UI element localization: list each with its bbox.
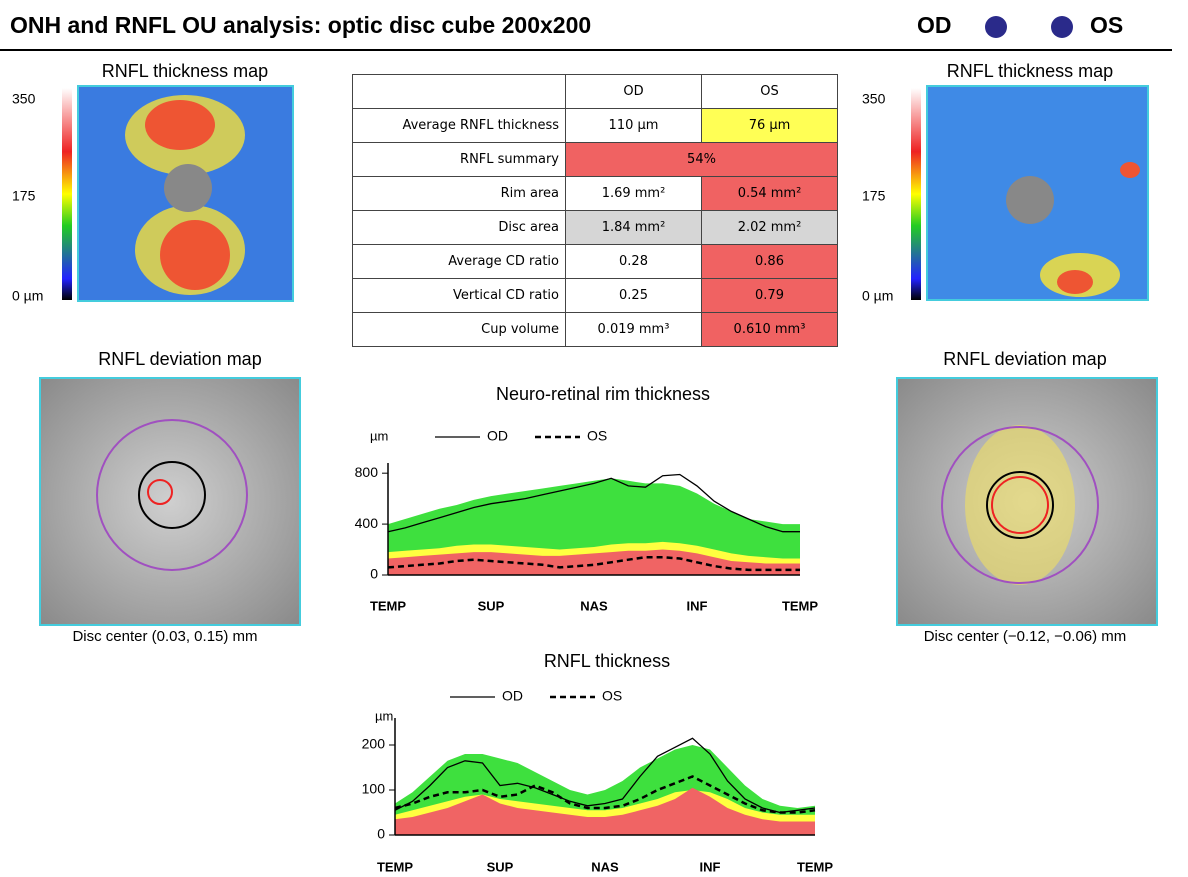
y-axis-label: µm — [375, 708, 393, 723]
map-title: RNFL thickness map — [947, 61, 1113, 81]
column-header: OS — [702, 75, 838, 109]
od-cell: 0.019 mm³ — [566, 313, 702, 347]
scale-label: 350 — [12, 91, 36, 107]
y-axis-label: µm — [370, 428, 388, 443]
disc-center: Disc center (0.03, 0.15) mm — [72, 628, 257, 645]
od-label: OD — [917, 12, 952, 38]
deviation-region — [965, 425, 1075, 585]
os-cell: 0.610 mm³ — [702, 313, 838, 347]
y-tick-label: 200 — [362, 736, 386, 752]
y-tick-label: 400 — [355, 515, 379, 531]
y-tick-label: 0 — [370, 566, 378, 582]
y-tick-label: 0 — [377, 826, 385, 842]
empty-cell — [353, 75, 566, 109]
scale-label: 175 — [12, 188, 36, 204]
x-tick-label: SUP — [487, 859, 514, 874]
os-dot — [1051, 16, 1073, 38]
x-tick-label: TEMP — [782, 598, 818, 613]
color-bar — [911, 88, 921, 300]
summary-cell: 54% — [566, 143, 838, 177]
os-label: OS — [1090, 12, 1123, 38]
row-label: Rim area — [353, 177, 566, 211]
od-cell: 110 µm — [566, 109, 702, 143]
deviation-map — [897, 378, 1157, 625]
os-cell: 0.79 — [702, 279, 838, 313]
deviation-title: RNFL deviation map — [98, 349, 261, 369]
od-dot — [985, 16, 1007, 38]
legend-label: OS — [587, 428, 607, 444]
x-tick-label: TEMP — [797, 859, 833, 874]
y-tick-label: 800 — [355, 464, 379, 480]
od-cell: 1.69 mm² — [566, 177, 702, 211]
report-title: ONH and RNFL OU analysis: optic disc cub… — [10, 12, 591, 38]
od-cell: 0.28 — [566, 245, 702, 279]
os-cell: 0.86 — [702, 245, 838, 279]
x-tick-label: TEMP — [377, 859, 413, 874]
map-region — [1120, 162, 1140, 178]
scale-label: 350 — [862, 91, 886, 107]
od-cell: 1.84 mm² — [566, 211, 702, 245]
color-bar — [62, 88, 72, 300]
legend-label: OD — [502, 688, 523, 704]
thickness-map — [78, 86, 293, 301]
y-tick-label: 100 — [362, 781, 386, 797]
x-tick-label: SUP — [478, 598, 505, 613]
line-chart: RNFL thickness µm 0 100 200 TEMP SUP NAS INF TEMP… — [362, 651, 834, 875]
deviation-map — [40, 378, 300, 625]
row-label: Average CD ratio — [353, 245, 566, 279]
x-tick-label: INF — [700, 859, 721, 874]
line-chart: Neuro-retinal rim thickness µm 0 400 800 TEMP… — [355, 384, 819, 614]
scale-label: 175 — [862, 188, 886, 204]
x-tick-label: NAS — [580, 598, 608, 613]
disc-center: Disc center (−0.12, −0.06) mm — [924, 628, 1127, 645]
row-label: Cup volume — [353, 313, 566, 347]
thickness-map — [927, 86, 1148, 300]
fundus-image — [40, 378, 300, 625]
scale-label: 0 µm — [862, 288, 893, 304]
optic-disc — [1006, 176, 1054, 224]
legend-label: OD — [487, 428, 508, 444]
map-region — [145, 100, 215, 150]
chart-title: Neuro-retinal rim thickness — [496, 384, 710, 404]
scale-label: 0 µm — [12, 288, 43, 304]
row-label: Disc area — [353, 211, 566, 245]
legend-label: OS — [602, 688, 622, 704]
optic-disc — [164, 164, 212, 212]
row-label: Vertical CD ratio — [353, 279, 566, 313]
page: ONH and RNFL OU analysis: optic disc cub… — [0, 0, 1188, 877]
row-label: Average RNFL thickness — [353, 109, 566, 143]
os-cell: 0.54 mm² — [702, 177, 838, 211]
column-header: OD — [566, 75, 702, 109]
x-tick-label: INF — [687, 598, 708, 613]
map-region — [1057, 270, 1093, 294]
os-cell: 76 µm — [702, 109, 838, 143]
x-tick-label: NAS — [591, 859, 619, 874]
od-cell: 0.25 — [566, 279, 702, 313]
deviation-title: RNFL deviation map — [943, 349, 1106, 369]
os-cell: 2.02 mm² — [702, 211, 838, 245]
x-tick-label: TEMP — [370, 598, 406, 613]
chart-title: RNFL thickness — [544, 651, 670, 671]
map-title: RNFL thickness map — [102, 61, 268, 81]
map-region — [160, 220, 230, 290]
row-label: RNFL summary — [353, 143, 566, 177]
